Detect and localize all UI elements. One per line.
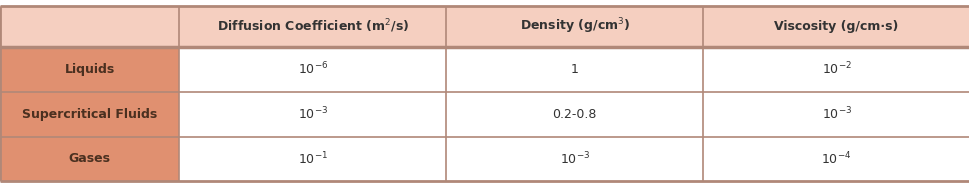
Bar xyxy=(703,137,969,181)
Text: 10$^{-3}$: 10$^{-3}$ xyxy=(297,106,328,122)
Bar xyxy=(0,137,179,181)
Bar xyxy=(179,92,446,137)
Text: Viscosity (g/cm·s): Viscosity (g/cm·s) xyxy=(773,20,898,33)
Bar xyxy=(179,47,446,92)
Bar xyxy=(703,47,969,92)
Bar xyxy=(0,6,179,47)
Text: 10$^{-3}$: 10$^{-3}$ xyxy=(821,106,851,122)
Bar xyxy=(0,92,179,137)
Bar xyxy=(179,6,446,47)
Text: Diffusion Coefficient (m$^2$/s): Diffusion Coefficient (m$^2$/s) xyxy=(216,17,409,35)
Text: 10$^{-4}$: 10$^{-4}$ xyxy=(821,151,851,167)
Text: 10$^{-2}$: 10$^{-2}$ xyxy=(821,61,851,78)
Text: 1: 1 xyxy=(570,63,578,76)
Text: Gases: Gases xyxy=(69,152,110,165)
Text: 10$^{-1}$: 10$^{-1}$ xyxy=(297,151,328,167)
Bar xyxy=(446,137,703,181)
Text: Density (g/cm$^3$): Density (g/cm$^3$) xyxy=(519,16,629,36)
Bar xyxy=(703,6,969,47)
Text: 0.2-0.8: 0.2-0.8 xyxy=(552,108,596,121)
Bar xyxy=(703,92,969,137)
Bar xyxy=(0,47,179,92)
Text: Supercritical Fluids: Supercritical Fluids xyxy=(22,108,157,121)
Text: Liquids: Liquids xyxy=(65,63,114,76)
Text: 10$^{-6}$: 10$^{-6}$ xyxy=(297,61,328,78)
Bar xyxy=(446,92,703,137)
Text: 10$^{-3}$: 10$^{-3}$ xyxy=(559,151,589,167)
Bar xyxy=(179,137,446,181)
Bar xyxy=(446,6,703,47)
Bar xyxy=(446,47,703,92)
